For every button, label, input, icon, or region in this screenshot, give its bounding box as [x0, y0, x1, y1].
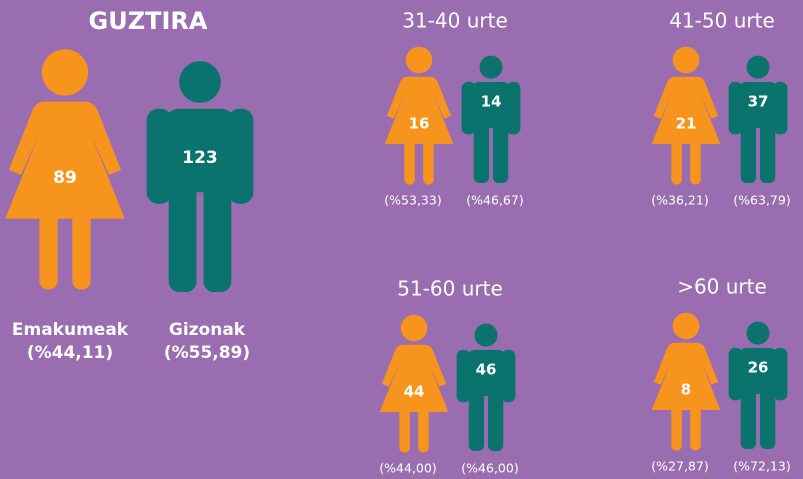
- percent: (%46,67): [466, 193, 523, 208]
- man-icon: [146, 61, 254, 292]
- count: 89: [53, 168, 77, 188]
- title: GUZTIRA: [89, 7, 208, 35]
- percent: (%27,87): [651, 459, 708, 474]
- count: 14: [481, 93, 502, 111]
- man-icon: [728, 55, 788, 183]
- count: 16: [409, 115, 430, 133]
- percent: (%46,00): [461, 461, 518, 476]
- percent: (%44,11): [27, 343, 113, 363]
- count: 44: [404, 383, 425, 401]
- group-title: 41-50 urte: [669, 9, 775, 33]
- label: Emakumeak: [12, 320, 129, 340]
- count: 37: [748, 93, 769, 111]
- man-icon: [461, 55, 521, 183]
- man-icon: [456, 323, 516, 451]
- count: 123: [182, 148, 218, 168]
- count: 26: [748, 359, 769, 377]
- group-title: 31-40 urte: [402, 9, 508, 33]
- percent: (%36,21): [651, 193, 708, 208]
- count: 21: [676, 115, 697, 133]
- percent: (%44,00): [379, 461, 436, 476]
- percent: (%63,79): [733, 193, 790, 208]
- count: 46: [476, 361, 497, 379]
- percent: (%53,33): [384, 193, 441, 208]
- percent: (%72,13): [733, 459, 790, 474]
- label: Gizonak: [169, 320, 246, 340]
- count: 8: [681, 381, 691, 399]
- group-title: >60 urte: [677, 275, 767, 299]
- group-title: 51-60 urte: [397, 277, 503, 301]
- percent: (%55,89): [164, 343, 250, 363]
- man-icon: [728, 321, 788, 449]
